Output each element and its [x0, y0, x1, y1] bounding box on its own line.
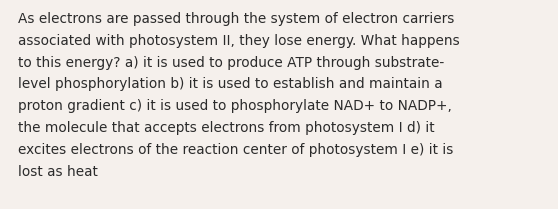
- Text: lost as heat: lost as heat: [18, 165, 98, 179]
- Text: level phosphorylation b) it is used to establish and maintain a: level phosphorylation b) it is used to e…: [18, 77, 442, 91]
- Text: the molecule that accepts electrons from photosystem I d) it: the molecule that accepts electrons from…: [18, 121, 435, 135]
- Text: As electrons are passed through the system of electron carriers: As electrons are passed through the syst…: [18, 12, 454, 26]
- Text: proton gradient c) it is used to phosphorylate NAD+ to NADP+,: proton gradient c) it is used to phospho…: [18, 99, 452, 113]
- Text: associated with photosystem II, they lose energy. What happens: associated with photosystem II, they los…: [18, 34, 460, 48]
- Text: excites electrons of the reaction center of photosystem I e) it is: excites electrons of the reaction center…: [18, 143, 453, 157]
- Text: to this energy? a) it is used to produce ATP through substrate-: to this energy? a) it is used to produce…: [18, 56, 444, 70]
